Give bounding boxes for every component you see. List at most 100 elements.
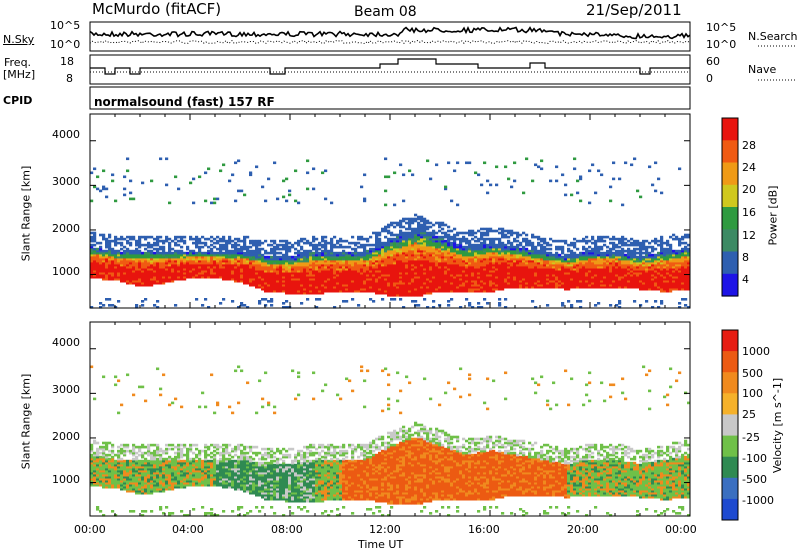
power-cell [495,271,499,275]
power-cell [378,277,382,281]
power-cell [423,271,427,275]
power-cell [381,267,385,271]
power-cell [198,251,202,255]
power-cell [171,277,175,281]
power-cell [588,255,592,259]
power-cell [465,283,469,287]
power-cell [420,271,424,275]
power-cell [525,273,529,277]
power-cell [99,249,103,253]
power-cell [543,277,547,281]
power-cell [315,291,319,295]
power-cell [240,239,244,243]
power-cell [531,275,535,279]
power-cell [510,259,514,263]
power-cell [627,249,631,253]
power-cell [483,233,487,237]
power-cell [246,245,250,249]
power-cell [504,269,508,273]
power-cell [606,285,610,289]
power-cell [408,233,412,237]
power-cell [192,257,196,261]
power-cell [405,255,409,259]
power-cell [510,285,514,289]
power-cell [453,239,457,243]
power-cell [297,265,301,269]
power-cell [405,221,409,225]
power-cell [363,197,367,201]
power-cell [534,259,538,263]
power-cell [630,163,634,167]
power-cell [552,279,556,283]
power-cell [612,161,616,165]
power-cell [339,267,343,271]
power-cell [222,239,226,243]
power-cell [477,259,481,263]
power-cell [339,285,343,289]
power-cell [282,302,286,305]
power-cell [591,273,595,277]
power-cell [291,261,295,265]
power-cell [588,251,592,255]
power-cell [561,265,565,269]
power-cell [498,269,502,273]
power-cell [414,235,418,239]
power-cell [564,259,568,263]
power-cell [270,243,274,247]
power-cell [498,231,502,235]
power-cell [660,271,664,275]
power-cell [321,269,325,273]
power-cell [267,269,271,273]
power-cell [387,231,391,235]
power-cell [204,269,208,273]
power-cell [459,263,463,267]
power-cell [426,227,430,231]
power-cell [495,257,499,261]
power-cell [594,271,598,275]
power-cell [426,273,430,277]
power-cell [447,287,451,291]
power-cell [660,279,664,283]
power-cell [624,277,628,281]
power-cell [408,277,412,281]
power-cell [450,289,454,293]
power-cell [429,241,433,245]
power-cell [660,253,664,257]
power-cell [90,267,94,271]
power-cell [264,304,268,307]
power-cell [381,245,385,249]
power-cell [663,263,667,267]
power-cell [456,277,460,281]
power-cell [429,231,433,235]
power-cell [612,261,616,265]
power-cell [408,283,412,287]
power-cell [366,287,370,291]
power-cell [216,241,220,245]
power-cell [366,273,370,277]
power-cell [150,281,154,285]
power-cell [162,273,166,277]
power-cell [375,231,379,235]
power-cell [456,261,460,265]
power-cell [282,285,286,289]
power-cell [204,199,208,203]
power-cell [492,249,496,253]
power-cell [375,285,379,289]
power-cell [507,267,511,271]
power-cell [291,273,295,277]
power-cell [285,255,289,259]
power-cell [426,241,430,245]
power-cell [351,289,355,293]
power-cell [195,251,199,255]
power-cell [417,261,421,265]
power-cell [279,273,283,277]
power-cell [630,273,634,277]
power-cell [450,253,454,257]
power-cell [438,281,442,285]
power-cell [504,245,508,249]
power-cell [597,263,601,267]
power-cell [606,265,610,269]
power-cell [567,300,571,303]
power-cell [288,271,292,275]
